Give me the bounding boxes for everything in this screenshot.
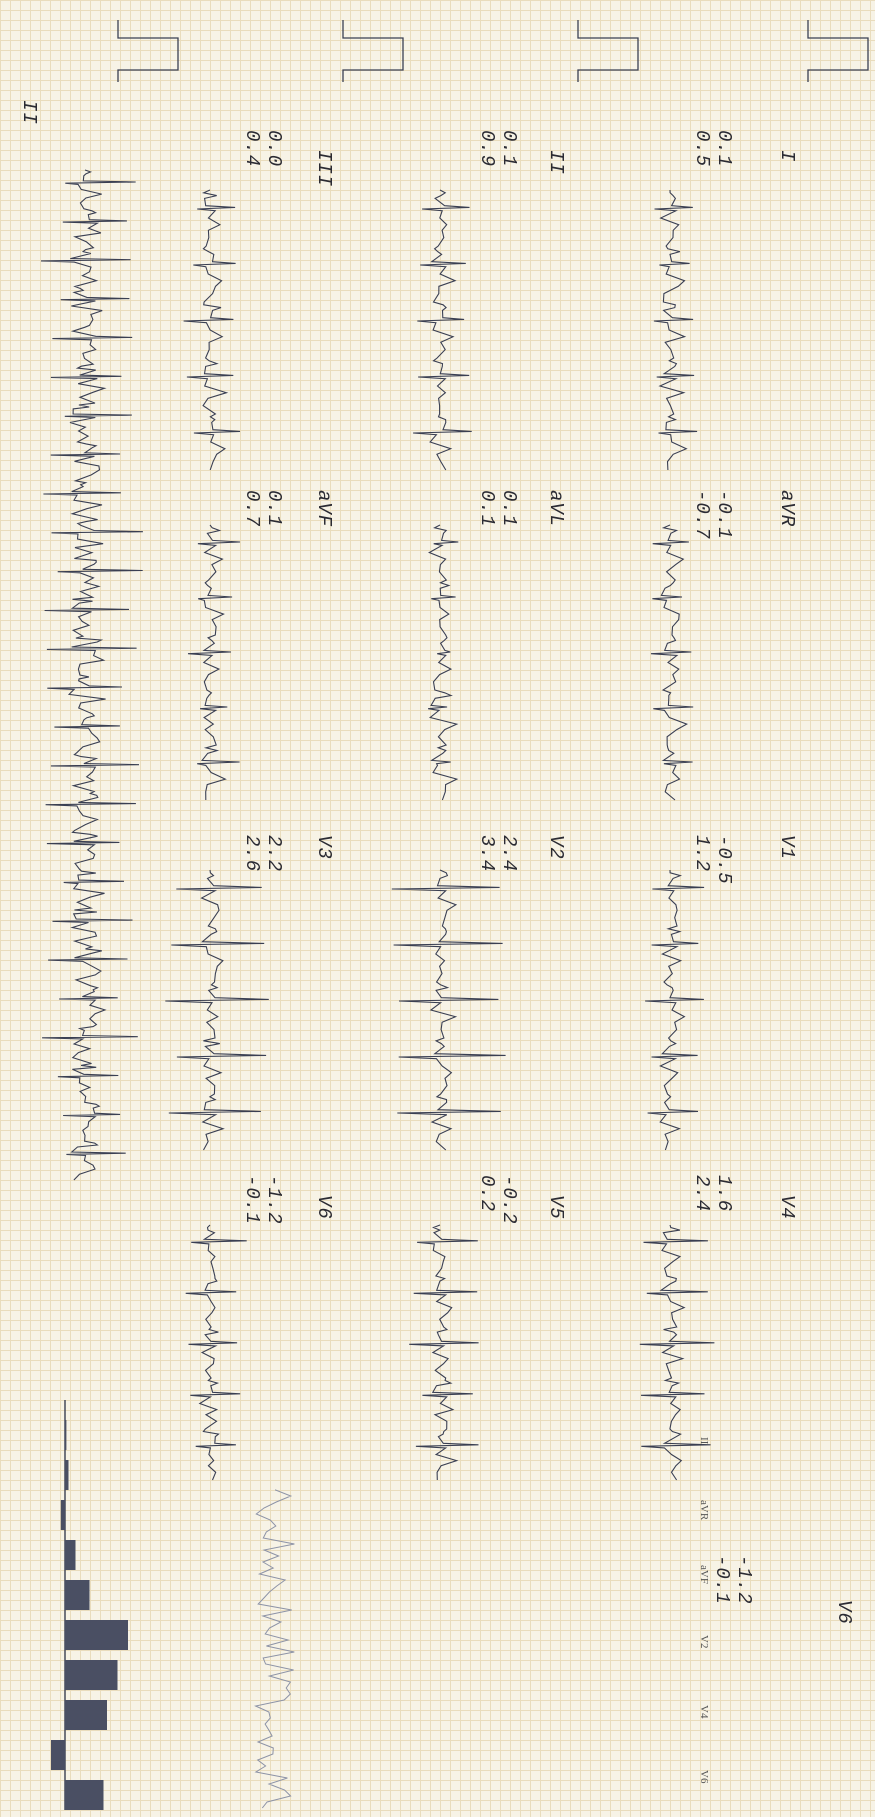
magnified-st-values: -1.2 -0.1 [711,1555,755,1605]
lead-traces [40,169,715,1809]
calibration-pulse-4 [117,20,179,82]
lead-label-avr: aVR [776,490,798,528]
st-profile-bar-2 [65,1460,69,1490]
trace-rhythm-ii [40,169,143,1181]
trace-iii [183,189,241,471]
trace-avr [650,524,694,801]
trace-v4 [639,1224,715,1481]
st-profile-bar-7 [65,1660,118,1690]
profile-label-avr: aVR [698,1500,710,1521]
trace-v3 [165,869,269,1151]
calibration-pulse-3 [342,20,404,82]
magnified-lead-trace [253,1489,295,1809]
st-profile-bars [51,1400,128,1810]
profile-label-v2: V2 [698,1635,710,1649]
lead-label-v5: V5 [545,1195,567,1220]
trace-v5 [409,1224,479,1481]
st-values-v3: 2.2 2.6 [241,835,285,873]
lead-label-v6: V6 [313,1195,335,1220]
st-values-iii: 0.0 0.4 [241,130,285,168]
calibration-pulse-1 [807,20,869,82]
st-profile-bar-6 [65,1620,128,1650]
profile-label-v4: V4 [698,1705,710,1719]
st-profile-bar-4 [65,1540,76,1570]
st-values-v2: 2.4 3.4 [476,835,520,873]
st-values-ii: 0.1 0.9 [476,130,520,168]
st-values-avr: -0.1 -0.7 [691,490,735,540]
st-profile-bar-1 [64,1420,67,1450]
st-values-v6: -1.2 -0.1 [241,1175,285,1225]
trace-v2 [391,869,506,1151]
magnified-lead-label: V6 [833,1600,855,1625]
st-values-v5: -0.2 0.2 [476,1175,520,1225]
st-values-avl: 0.1 0.1 [476,490,520,528]
lead-label-avf: aVF [313,490,335,528]
lead-label-v4: V4 [776,1195,798,1220]
calibration-pulse-2 [577,20,639,82]
profile-label-v6: V6 [698,1770,710,1784]
lead-label-v1: V1 [776,835,798,860]
lead-label-i: I [776,150,798,163]
profile-label-ii: II [698,1437,710,1445]
lead-label-v3: V3 [313,835,335,860]
lead-label-iii: III [313,150,335,188]
lead-label-avl: aVL [545,490,567,528]
trace-avf [187,524,241,801]
trace-v6 [185,1224,247,1481]
st-profile-bar-5 [65,1580,90,1610]
lead-label-ii: II [545,150,567,175]
trace-avl [428,524,459,801]
trace-ii [413,189,472,471]
trace-v1 [645,869,705,1151]
st-profile-bar-9 [51,1740,65,1770]
profile-label-avf: aVF [698,1565,710,1584]
st-values-v4: 1.6 2.4 [691,1175,735,1213]
lead-label-v2: V2 [545,835,567,860]
st-values-avf: 0.1 0.7 [241,490,285,528]
st-values-v1: -0.5 1.2 [691,835,735,885]
st-profile-bar-10 [65,1780,104,1810]
st-values-i: 0.1 0.5 [691,130,735,168]
st-profile-bar-3 [60,1500,65,1530]
calibration-pulses [117,20,869,82]
st-profile-bar-8 [65,1700,107,1730]
trace-i [653,189,698,471]
lead-label-rhythm-ii: II [18,100,40,125]
